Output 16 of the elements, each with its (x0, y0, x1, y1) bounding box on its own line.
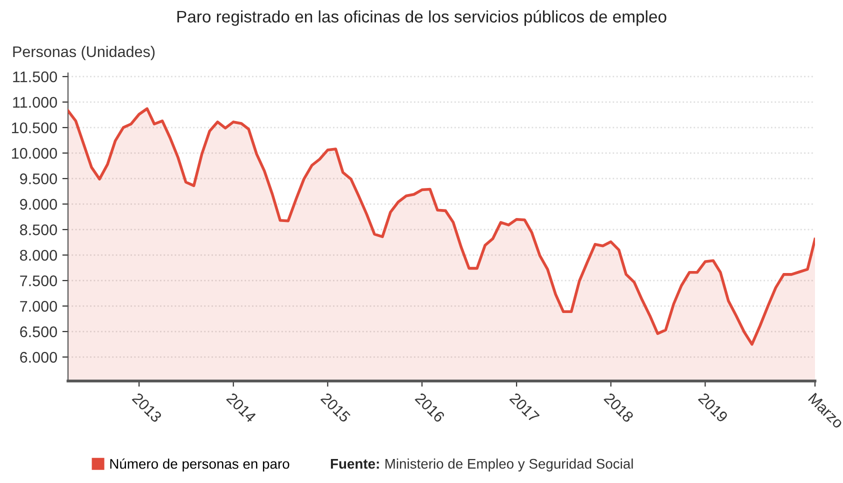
y-tick-label: 11.500 (13, 71, 57, 82)
y-tick-label: 8.000 (20, 250, 57, 261)
y-tick-label: 6.000 (20, 352, 57, 363)
y-tick-label: 9.000 (20, 198, 57, 210)
y-tick-label: 10.500 (12, 122, 57, 134)
y-tick-label: 8.500 (20, 224, 57, 236)
legend-label: Número de personas en paro (110, 458, 290, 472)
y-axis-title: Personas (Unidades) (13, 46, 155, 60)
y-tick-label: 9.500 (20, 173, 57, 184)
y-tick-label: 6.500 (20, 326, 57, 338)
chart-title: Paro registrado en las oficinas de los servicios públicos de empleo (177, 10, 666, 26)
source-note: Fuente: Ministerio de Empleo y Seguridad Social (330, 458, 633, 472)
y-tick-label: 10.000 (12, 148, 57, 159)
y-tick-label: 7.500 (20, 275, 57, 286)
y-tick-label: 11.000 (13, 96, 57, 108)
y-tick-label: 7.000 (20, 300, 57, 312)
